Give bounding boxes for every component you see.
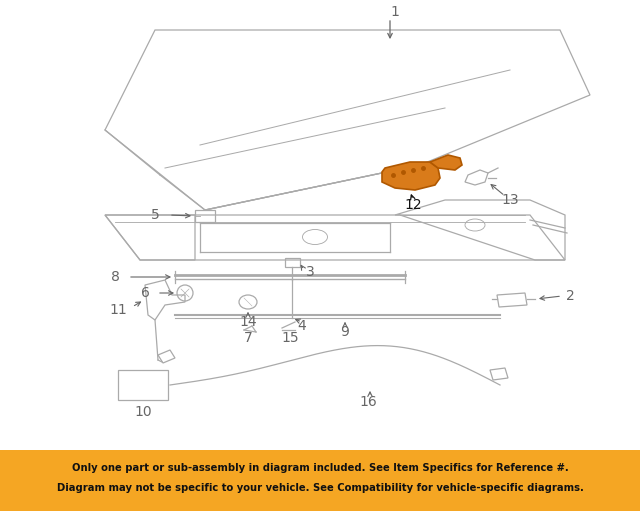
Text: 13: 13 <box>501 193 519 207</box>
Text: 5: 5 <box>150 208 159 222</box>
Text: 10: 10 <box>134 405 152 419</box>
Polygon shape <box>382 162 440 190</box>
Text: 15: 15 <box>281 331 299 345</box>
Text: 11: 11 <box>109 303 127 317</box>
Polygon shape <box>430 155 462 170</box>
Text: 12: 12 <box>404 198 422 212</box>
Text: 14: 14 <box>239 315 257 329</box>
Text: 3: 3 <box>306 265 314 279</box>
FancyBboxPatch shape <box>0 450 640 511</box>
Text: Only one part or sub-assembly in diagram included. See Item Specifics for Refere: Only one part or sub-assembly in diagram… <box>72 463 568 473</box>
Text: 1: 1 <box>390 5 399 19</box>
Text: Diagram may not be specific to your vehicle. See Compatibility for vehicle-speci: Diagram may not be specific to your vehi… <box>56 483 584 493</box>
Text: 7: 7 <box>244 331 252 345</box>
Text: 8: 8 <box>111 270 120 284</box>
Text: 2: 2 <box>566 289 574 303</box>
Text: 4: 4 <box>298 319 307 333</box>
Text: 16: 16 <box>359 395 377 409</box>
Text: 6: 6 <box>141 286 149 300</box>
Text: 9: 9 <box>340 325 349 339</box>
